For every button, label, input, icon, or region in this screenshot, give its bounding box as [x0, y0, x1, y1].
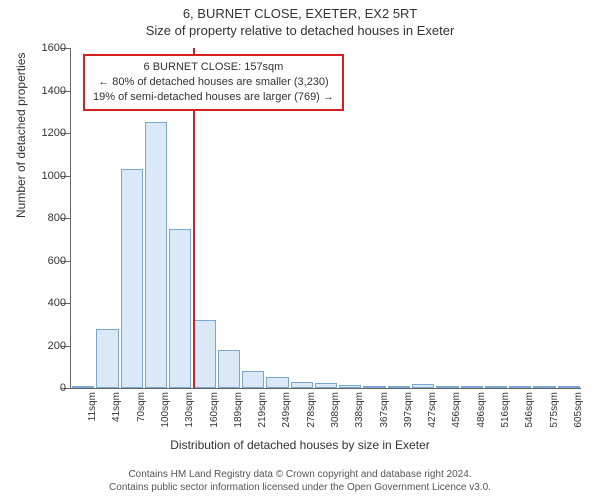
- plot-area: 0200400600800100012001400160011sqm41sqm7…: [70, 48, 581, 389]
- x-tick-label: 397sqm: [403, 392, 414, 442]
- histogram-bar: [242, 371, 264, 388]
- x-tick-label: 278sqm: [306, 392, 317, 442]
- annotation-line-3: 19% of semi-detached houses are larger (…: [93, 90, 334, 105]
- y-tick-label: 800: [16, 212, 66, 224]
- x-tick-label: 367sqm: [379, 392, 390, 442]
- histogram-bar: [412, 384, 434, 388]
- histogram-bar: [121, 169, 143, 388]
- x-tick-label: 41sqm: [111, 392, 122, 442]
- footer-line-2: Contains public sector information licen…: [0, 481, 600, 494]
- x-tick-label: 11sqm: [87, 392, 98, 442]
- x-tick-label: 308sqm: [330, 392, 341, 442]
- histogram-bar: [291, 382, 313, 388]
- annotation-box: 6 BURNET CLOSE: 157sqm ← 80% of detached…: [83, 54, 344, 111]
- x-tick-label: 338sqm: [354, 392, 365, 442]
- y-tick-label: 1000: [16, 170, 66, 182]
- chart-subtitle: Size of property relative to detached ho…: [0, 23, 600, 40]
- x-tick-label: 189sqm: [233, 392, 244, 442]
- x-tick-label: 516sqm: [500, 392, 511, 442]
- y-tick-label: 0: [16, 382, 66, 394]
- histogram-bar: [145, 122, 167, 388]
- histogram-chart: 6, BURNET CLOSE, EXETER, EX2 5RT Size of…: [0, 0, 600, 500]
- x-tick-label: 70sqm: [136, 392, 147, 442]
- x-tick-label: 456sqm: [451, 392, 462, 442]
- x-tick-label: 546sqm: [524, 392, 535, 442]
- y-tick-label: 1600: [16, 42, 66, 54]
- histogram-bar: [218, 350, 240, 388]
- histogram-bar: [436, 386, 458, 388]
- y-tick-label: 200: [16, 340, 66, 352]
- x-tick-label: 100sqm: [160, 392, 171, 442]
- histogram-bar: [461, 386, 483, 388]
- x-tick-label: 130sqm: [184, 392, 195, 442]
- histogram-bar: [363, 386, 385, 388]
- histogram-bar: [315, 383, 337, 388]
- x-tick-label: 427sqm: [427, 392, 438, 442]
- x-tick-label: 219sqm: [257, 392, 268, 442]
- x-tick-label: 160sqm: [209, 392, 220, 442]
- y-tick-label: 400: [16, 297, 66, 309]
- y-tick-label: 1400: [16, 85, 66, 97]
- histogram-bar: [558, 386, 580, 388]
- chart-title: 6, BURNET CLOSE, EXETER, EX2 5RT: [0, 0, 600, 23]
- x-tick-label: 575sqm: [549, 392, 560, 442]
- footer-line-1: Contains HM Land Registry data © Crown c…: [0, 468, 600, 481]
- x-tick-label: 486sqm: [476, 392, 487, 442]
- x-tick-label: 249sqm: [281, 392, 292, 442]
- histogram-bar: [485, 386, 507, 388]
- histogram-bar: [509, 386, 531, 388]
- x-tick-label: 605sqm: [573, 392, 584, 442]
- x-axis-title: Distribution of detached houses by size …: [0, 438, 600, 452]
- histogram-bar: [388, 386, 410, 388]
- histogram-bar: [266, 377, 288, 388]
- histogram-bar: [96, 329, 118, 389]
- histogram-bar: [193, 320, 215, 388]
- histogram-bar: [533, 386, 555, 388]
- histogram-bar: [72, 386, 94, 388]
- histogram-bar: [169, 229, 191, 388]
- y-tick-label: 1200: [16, 127, 66, 139]
- y-tick-label: 600: [16, 255, 66, 267]
- chart-footer: Contains HM Land Registry data © Crown c…: [0, 468, 600, 494]
- annotation-line-2: ← 80% of detached houses are smaller (3,…: [93, 75, 334, 90]
- histogram-bar: [339, 385, 361, 388]
- annotation-line-1: 6 BURNET CLOSE: 157sqm: [93, 60, 334, 75]
